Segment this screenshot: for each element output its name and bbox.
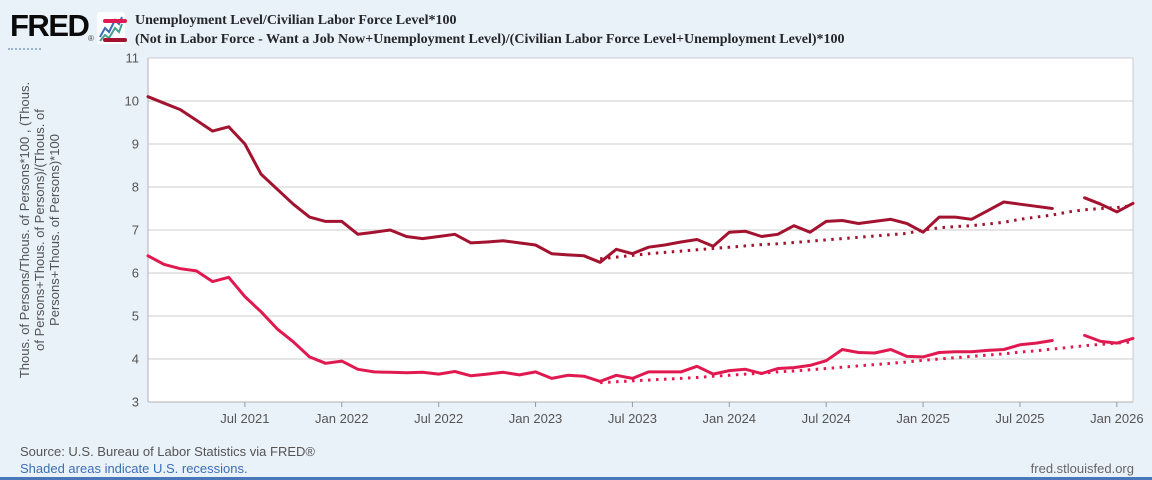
legend-label: (Not in Labor Force - Want a Job Now+Une…	[135, 31, 845, 47]
legend-item-broad-measure[interactable]: (Not in Labor Force - Want a Job Now+Une…	[103, 30, 845, 49]
y-axis-title-line: Persons+Thous. of Persons)*100	[47, 134, 62, 326]
x-tick-label: Jul 2021	[220, 411, 269, 426]
x-tick-label: Jul 2025	[995, 411, 1044, 426]
legend-label: Unemployment Level/Civilian Labor Force …	[135, 12, 457, 28]
recession-note-link[interactable]: Shaded areas indicate U.S. recessions.	[20, 461, 248, 476]
legend-swatch-dark-red	[103, 37, 127, 42]
legend-swatch-pink	[103, 18, 127, 23]
y-axis-title-line: of Persons+Thous. of Persons)/(Thous. of	[32, 109, 47, 351]
y-tick-label: 4	[132, 352, 139, 367]
y-tick-label: 6	[132, 266, 139, 281]
y-tick-label: 3	[132, 395, 139, 410]
y-tick-label: 10	[125, 94, 139, 109]
series-line-dotted	[600, 340, 1134, 385]
y-axis-title-line: Thous. of Persons/Thous. of Persons*100 …	[17, 81, 32, 379]
x-tick-label: Jan 2025	[896, 411, 950, 426]
y-tick-label: 5	[132, 309, 139, 324]
y-tick-label: 7	[132, 223, 139, 238]
registered-trademark: ®	[88, 34, 94, 43]
legend: Unemployment Level/Civilian Labor Force …	[103, 11, 845, 49]
x-tick-label: Jan 2026	[1090, 411, 1144, 426]
fred-site-link[interactable]: fred.stlouisfed.org	[1030, 461, 1134, 476]
source-note: Source: U.S. Bureau of Labor Statistics …	[20, 444, 315, 459]
x-tick-label: Jul 2023	[608, 411, 657, 426]
y-axis-title: Thous. of Persons/Thous. of Persons*100 …	[17, 58, 63, 402]
logo-dotted-line	[8, 48, 41, 50]
series-line-solid	[146, 95, 1135, 264]
x-tick-label: Jan 2023	[509, 411, 563, 426]
x-tick-label: Jul 2024	[802, 411, 851, 426]
bottom-accent-bar	[0, 477, 1152, 480]
x-tick-label: Jul 2022	[414, 411, 463, 426]
x-tick-label: Jan 2024	[703, 411, 757, 426]
y-tick-label: 11	[126, 51, 140, 66]
x-tick-label: Jan 2022	[315, 411, 369, 426]
series-line-solid	[146, 254, 1135, 383]
fred-logo[interactable]: FRED	[10, 8, 90, 43]
legend-item-unemployment-rate[interactable]: Unemployment Level/Civilian Labor Force …	[103, 11, 845, 30]
series-line-dotted	[599, 204, 1134, 261]
y-tick-label: 9	[132, 137, 139, 152]
y-tick-label: 8	[132, 180, 139, 195]
